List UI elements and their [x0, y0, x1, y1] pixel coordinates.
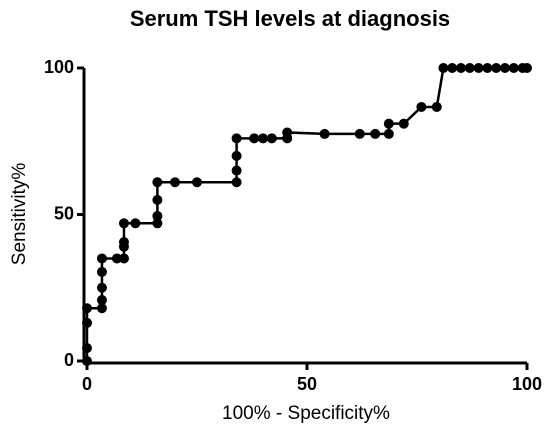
data-point	[152, 194, 163, 205]
data-point	[231, 150, 242, 161]
y-tick-label: 0	[64, 350, 74, 370]
data-point	[508, 63, 519, 73]
data-point	[431, 101, 442, 112]
data-point	[82, 343, 92, 354]
data-point	[82, 303, 92, 314]
data-point	[456, 63, 466, 73]
data-point	[96, 253, 107, 264]
data-point	[370, 128, 381, 139]
chart-title: Serum TSH levels at diagnosis	[130, 6, 450, 31]
data-point	[118, 218, 129, 229]
data-point	[152, 210, 163, 221]
data-point	[464, 63, 475, 73]
data-point	[111, 253, 122, 264]
y-tick-label: 50	[54, 203, 74, 223]
data-point	[282, 127, 293, 138]
data-point	[82, 317, 92, 328]
data-point	[383, 118, 394, 129]
x-axis-label: 100% - Specificity%	[222, 403, 390, 424]
data-point	[130, 218, 141, 229]
data-point	[231, 177, 242, 188]
data-point	[438, 63, 449, 73]
data-point	[258, 133, 268, 144]
data-point	[354, 128, 365, 139]
data-point	[118, 253, 129, 264]
data-point	[170, 177, 180, 188]
data-point	[416, 101, 427, 112]
data-point	[96, 295, 107, 306]
y-axis-label: Sensitivity%	[9, 163, 30, 266]
data-point	[473, 63, 484, 73]
x-tick-label: 0	[82, 374, 92, 394]
data-point	[118, 237, 129, 248]
data-point	[266, 133, 277, 144]
x-tick-label: 50	[297, 374, 317, 394]
data-point	[447, 63, 458, 73]
data-point	[96, 266, 107, 277]
data-point	[398, 118, 409, 129]
data-point	[249, 133, 260, 144]
data-point	[522, 63, 532, 73]
data-point	[96, 282, 107, 293]
data-point	[319, 128, 330, 139]
data-point	[152, 177, 163, 188]
data-point	[231, 165, 242, 176]
data-point	[96, 303, 107, 314]
data-point	[482, 63, 493, 73]
data-point	[383, 128, 394, 139]
data-point	[152, 218, 163, 229]
data-point	[491, 63, 502, 73]
data-point	[500, 63, 510, 73]
data-point	[82, 356, 92, 366]
y-tick-label: 100	[44, 57, 74, 77]
x-tick-label: 100	[512, 374, 542, 394]
data-point	[192, 177, 202, 188]
data-point	[231, 133, 242, 144]
